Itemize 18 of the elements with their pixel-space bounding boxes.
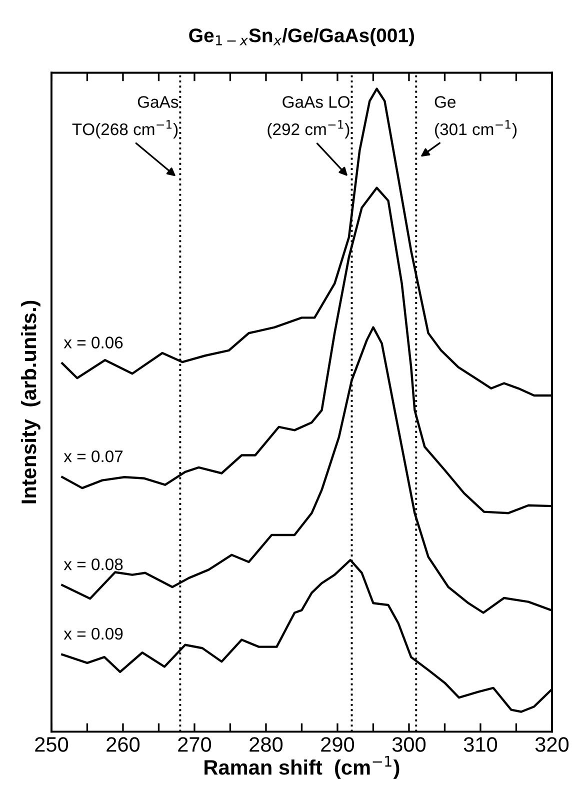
x-tick-label: 280 [250, 737, 283, 752]
x-tick-label: 310 [464, 737, 498, 752]
x-tick-label: 250 [35, 737, 68, 752]
chart-title: Ge$_{1−x}$Sn$_{x}$/Ge/GaAs(001) [189, 28, 414, 46]
ref-line-label: Ge (301 cm$^{−1}$) [434, 96, 517, 138]
x-tick-label: 270 [178, 737, 212, 752]
y-axis-title: Intensity (arb.units.) [20, 300, 40, 504]
x-tick-label: 300 [392, 737, 426, 752]
ref-line-label: GaAs TO(268 cm$^{−1}$) [72, 96, 178, 138]
series-label: x = 0.06 [64, 336, 123, 348]
x-axis-title: Raman shift (cm$^{−1}$) [204, 756, 400, 779]
x-tick-label: 290 [321, 737, 354, 752]
x-tick-label: 320 [535, 737, 569, 752]
series-label: x = 0.09 [64, 628, 123, 640]
x-tick-label: 260 [106, 737, 140, 752]
series-label: x = 0.07 [64, 450, 123, 462]
series-label: x = 0.08 [64, 558, 123, 570]
ref-line-label: GaAs LO (292 cm$^{−1}$) [268, 96, 350, 138]
